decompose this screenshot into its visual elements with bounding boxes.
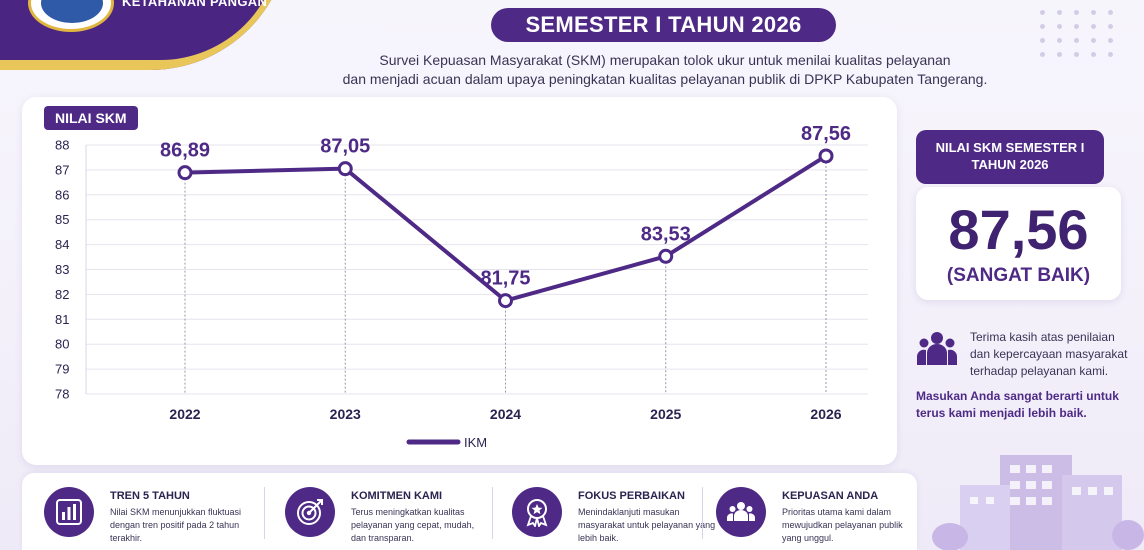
building-illustration: [932, 455, 1144, 550]
feedback-text: Masukan Anda sangat berarti untuk terus …: [916, 389, 1119, 420]
info-title: KOMITMEN KAMI: [351, 490, 443, 502]
info-item-trend: TREN 5 TAHUN Nilai SKM menunjukkan flukt…: [44, 473, 264, 550]
score-card: 87,56 (SANGAT BAIK): [916, 187, 1121, 300]
score-value: 87,56: [948, 198, 1089, 261]
award-icon: [526, 499, 548, 527]
info-bar: TREN 5 TAHUN Nilai SKM menunjukkan flukt…: [22, 473, 917, 550]
info-item-satisfaction: KEPUASAN ANDA Prioritas utama kami dalam…: [716, 473, 916, 550]
intro-text: Survei Kepuasan Masyarakat (SKM) merupak…: [260, 51, 1070, 89]
chart-card: [22, 97, 897, 465]
info-desc: Menindaklanjuti masukan masyarakat untuk…: [578, 507, 716, 543]
chart-title: NILAI SKM: [44, 106, 138, 130]
info-desc: Terus meningkatkan kualitas pelayanan ya…: [351, 507, 475, 543]
info-title: TREN 5 TAHUN: [110, 490, 190, 502]
info-title: FOKUS PERBAIKAN: [578, 490, 685, 502]
bar-chart-icon: [56, 499, 82, 525]
info-item-focus: FOKUS PERBAIKAN Menindaklanjuti masukan …: [512, 473, 715, 550]
score-heading: NILAI SKM SEMESTER I TAHUN 2026: [916, 130, 1104, 184]
group-icon: [727, 502, 755, 521]
page-title: SEMESTER I TAHUN 2026: [491, 8, 836, 42]
intro-line-2: dan menjadi acuan dalam upaya peningkata…: [342, 71, 988, 87]
target-icon: [297, 499, 323, 525]
divider: [264, 487, 265, 539]
info-desc: Nilai SKM menunjukkan fluktuasi dengan t…: [110, 507, 242, 543]
divider: [492, 487, 493, 539]
intro-line-1: Survei Kepuasan Masyarakat (SKM) merupak…: [379, 52, 951, 68]
info-title: KEPUASAN ANDA: [782, 490, 879, 502]
score-category: (SANGAT BAIK): [946, 265, 1091, 286]
info-item-commitment: KOMITMEN KAMI Terus meningkatkan kualita…: [285, 473, 495, 550]
info-desc: Prioritas utama kami dalam mewujudkan pe…: [782, 507, 903, 543]
thanks-text: Terima kasih atas penilaian dan kepercay…: [970, 330, 1128, 378]
people-icon: [917, 332, 957, 365]
divider: [702, 487, 703, 539]
agency-name: KETAHANAN PANGAN: [122, 0, 268, 9]
decorative-dots: [1040, 10, 1140, 70]
